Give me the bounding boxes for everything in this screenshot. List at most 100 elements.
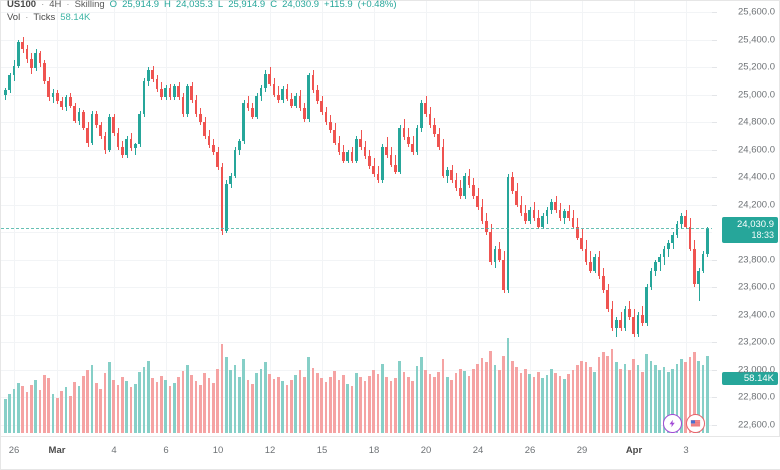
candle-bearish (268, 73, 272, 84)
gridline-horizontal (1, 232, 714, 234)
volume-bar-down (558, 375, 562, 433)
candle-bearish (688, 226, 692, 249)
candle-bearish (103, 135, 107, 150)
volume-bar-down (99, 388, 103, 433)
volume-bar-down (472, 369, 475, 433)
candle-bearish (168, 87, 172, 98)
candle-bearish (21, 42, 24, 50)
gridline-vertical (114, 1, 115, 433)
volume-bar-down (359, 377, 363, 433)
candle-bearish (121, 146, 124, 156)
volume-bar-up (147, 360, 150, 433)
volume-bar-down (316, 373, 319, 433)
volume-bar-up (615, 362, 618, 433)
volume-bar-down (394, 378, 397, 433)
volume-bar-down (194, 381, 198, 433)
candle-bearish (519, 204, 523, 213)
candle-bearish (571, 218, 575, 227)
candle-bearish (311, 75, 315, 91)
candle-bearish (342, 152, 345, 161)
time-tick-label: 26 (524, 445, 536, 456)
volume-bar-down (537, 371, 540, 433)
us-flag-icon[interactable] (686, 414, 705, 433)
price-tick-label: 25,000.0 (738, 89, 775, 101)
time-tick-label: 12 (264, 445, 276, 456)
volume-bar-down (212, 383, 215, 433)
candle-bearish (277, 94, 280, 101)
volume-bar-down (589, 366, 592, 433)
volume-value-badge: 58.14K (722, 372, 778, 386)
candle-bearish (472, 185, 475, 197)
volume-bar-down (619, 368, 623, 433)
candle-wick (547, 207, 548, 224)
volume-bar-up (16, 383, 20, 433)
volume-bar-up (259, 368, 263, 433)
price-tick-label: 24,200.0 (738, 199, 775, 211)
gridline-vertical (634, 1, 635, 433)
price-tick-mark (712, 67, 717, 69)
volume-bar-up (671, 368, 675, 433)
volume-bar-down (342, 375, 345, 433)
volume-bar-up (90, 365, 94, 433)
candle-bearish (502, 259, 506, 290)
candle-bullish (680, 215, 683, 224)
candle-bearish (515, 190, 519, 205)
volume-bar-up (134, 383, 137, 433)
candle-bearish (337, 142, 341, 153)
time-tick-label: 3 (683, 445, 689, 456)
volume-bar-down (73, 382, 76, 433)
volume-bar-up (108, 362, 111, 433)
time-tick-label: 20 (420, 445, 432, 456)
candle-bearish (459, 188, 462, 197)
volume-bar-up (697, 360, 701, 433)
candle-bearish (480, 207, 484, 222)
lightning-bolt-icon[interactable] (663, 414, 682, 433)
candle-bullish (420, 102, 423, 128)
candle-bearish (56, 93, 59, 102)
chart-corner-badges (663, 414, 705, 433)
volume-bar-down (524, 369, 527, 433)
volume-series (1, 301, 714, 433)
candle-bearish (437, 134, 441, 147)
volume-bar-down (498, 370, 501, 433)
chart-plot-area[interactable] (1, 1, 714, 433)
volume-bar-up (125, 381, 129, 433)
gridline-vertical (582, 1, 583, 433)
volume-bar-down (476, 363, 480, 433)
volume-bar-up (381, 363, 384, 433)
price-tick-mark (712, 287, 717, 289)
candle-bullish (233, 149, 237, 176)
price-tick-mark (712, 424, 717, 426)
volume-bar-down (82, 375, 85, 433)
candle-bullish (294, 95, 298, 106)
volume-bar-up (264, 362, 267, 433)
volume-bar-up (649, 360, 653, 433)
candle-bearish (641, 314, 644, 323)
volume-bar-down (376, 374, 380, 433)
candle-wick (408, 127, 409, 147)
volume-bar-down (298, 370, 302, 433)
candle-bearish (116, 133, 120, 147)
candle-wick (660, 254, 661, 271)
volume-bar-up (506, 337, 510, 433)
candle-bullish (701, 254, 705, 271)
candle-bearish (285, 89, 289, 99)
volume-bar-up (281, 381, 285, 433)
candle-wick (668, 240, 669, 257)
volume-bar-down (246, 379, 250, 433)
gridline-horizontal (1, 342, 714, 344)
candle-bullish (173, 86, 176, 98)
price-axis[interactable]: 24,030.9 18:33 58.14K 25,600.0 25,400.0 25… (712, 1, 779, 433)
candle-bullish (238, 141, 241, 150)
volume-bar-down (216, 368, 220, 433)
candle-bearish (424, 102, 428, 114)
volume-bar-down (411, 381, 415, 433)
candle-bullish (697, 270, 701, 285)
candle-bearish (303, 108, 306, 120)
volume-bar-down (580, 360, 584, 433)
time-axis[interactable]: 26 Mar 4 6 10 12 15 18 20 24 26 29 Apr 3 (1, 436, 780, 469)
gridline-horizontal (1, 369, 714, 371)
candle-bullish (706, 228, 709, 255)
candle-bearish (407, 137, 410, 145)
candle-bullish (415, 127, 419, 153)
